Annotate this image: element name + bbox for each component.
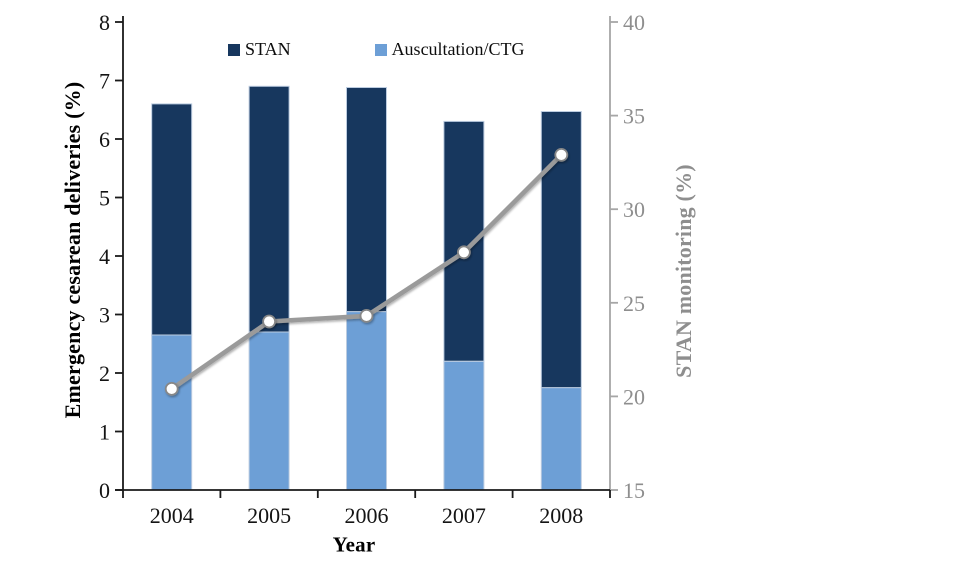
chart-legend: STAN Auscultation/CTG xyxy=(228,39,525,60)
legend-label-stan: STAN xyxy=(245,39,291,59)
left-axis-tick-label-0: 0 xyxy=(99,478,110,503)
right-axis-tick-label-35: 35 xyxy=(623,104,645,129)
legend-swatch-stan xyxy=(228,43,240,56)
left-axis-tick-label-6: 6 xyxy=(99,127,110,152)
x-axis-title: Year xyxy=(332,532,376,557)
right-axis-tick-label-30: 30 xyxy=(623,197,645,222)
stan-monitoring-marker-2006 xyxy=(359,308,374,323)
left-axis-tick-label-3: 3 xyxy=(99,303,110,328)
right-axis-tick-label-40: 40 xyxy=(623,10,645,35)
right-axis-tick-label-25: 25 xyxy=(623,291,645,316)
right-axis-tick-label-20: 20 xyxy=(623,384,645,409)
stan-monitoring-marker-2005 xyxy=(262,314,277,329)
stan-monitoring-marker-2007 xyxy=(456,245,471,260)
legend-entry-stan: STAN xyxy=(228,39,291,60)
bar-segment-stan-2004 xyxy=(151,103,193,336)
bar-segment-auscultation-ctg-2007 xyxy=(443,360,485,491)
legend-swatch-auscultation-ctg xyxy=(374,43,387,56)
bar-segment-stan-2005 xyxy=(248,85,290,333)
left-axis-tick-label-4: 4 xyxy=(99,244,110,269)
legend-entry-auscultation-ctg: Auscultation/CTG xyxy=(374,39,525,60)
left-axis-tick-label-7: 7 xyxy=(99,69,110,94)
x-axis-tick-label-2007: 2007 xyxy=(442,503,486,528)
left-axis-title: Emergency cesarean deliveries (%) xyxy=(60,81,85,419)
bar-segment-auscultation-ctg-2004 xyxy=(151,334,193,491)
x-axis-tick-label-2004: 2004 xyxy=(150,503,194,528)
left-axis-tick-label-2: 2 xyxy=(99,361,110,386)
left-axis-tick-label-1: 1 xyxy=(99,420,110,445)
right-axis-tick-label-15: 15 xyxy=(623,478,645,503)
x-axis-tick-label-2005: 2005 xyxy=(247,503,291,528)
stan-monitoring-marker-2008 xyxy=(554,147,569,162)
bar-segment-auscultation-ctg-2008 xyxy=(540,387,582,491)
x-axis-tick-label-2006: 2006 xyxy=(345,503,389,528)
bar-segment-stan-2006 xyxy=(346,87,387,313)
right-axis-title: STAN monitoring (%) xyxy=(671,164,696,378)
left-axis-tick-label-8: 8 xyxy=(99,10,110,35)
left-axis-tick-label-5: 5 xyxy=(99,186,110,211)
x-axis-tick-label-2008: 2008 xyxy=(539,503,583,528)
bar-segment-auscultation-ctg-2006 xyxy=(346,311,387,491)
stan-monitoring-marker-2004 xyxy=(164,381,179,396)
bar-segment-auscultation-ctg-2005 xyxy=(248,331,290,491)
legend-label-auscultation-ctg: Auscultation/CTG xyxy=(391,39,525,59)
